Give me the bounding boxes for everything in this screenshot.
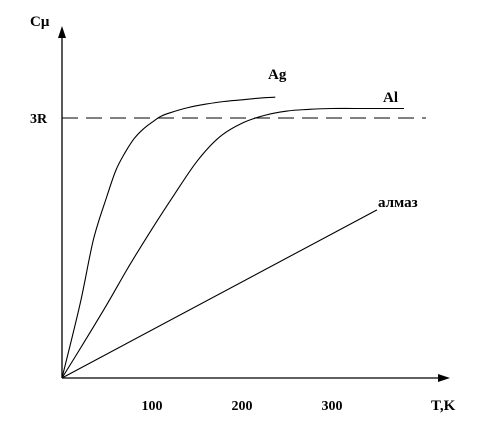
- series-3-label: алмаз: [378, 195, 418, 211]
- y-tick-labels: 3R: [30, 112, 48, 127]
- series-group: [61, 96, 404, 379]
- y-tick-label-3R: 3R: [30, 112, 48, 127]
- series-3-line: [61, 209, 378, 379]
- y-axis-label: Cμ: [30, 14, 50, 30]
- y-axis-arrow: [58, 26, 66, 38]
- series-1-line: [61, 96, 276, 379]
- x-axis-arrow: [438, 374, 450, 382]
- series-2-label: Al: [383, 90, 398, 106]
- x-axis-label: T,K: [431, 398, 456, 414]
- series-1-label: Ag: [268, 67, 287, 83]
- x-tick-label-200: 200: [232, 399, 253, 414]
- x-tick-label-100: 100: [142, 399, 163, 414]
- x-tick-label-300: 300: [322, 399, 343, 414]
- series-labels: Ag Al алмаз: [268, 67, 418, 211]
- series-2-line: [61, 107, 404, 379]
- axes: [58, 26, 450, 382]
- x-tick-labels: 100 200 300: [142, 399, 343, 414]
